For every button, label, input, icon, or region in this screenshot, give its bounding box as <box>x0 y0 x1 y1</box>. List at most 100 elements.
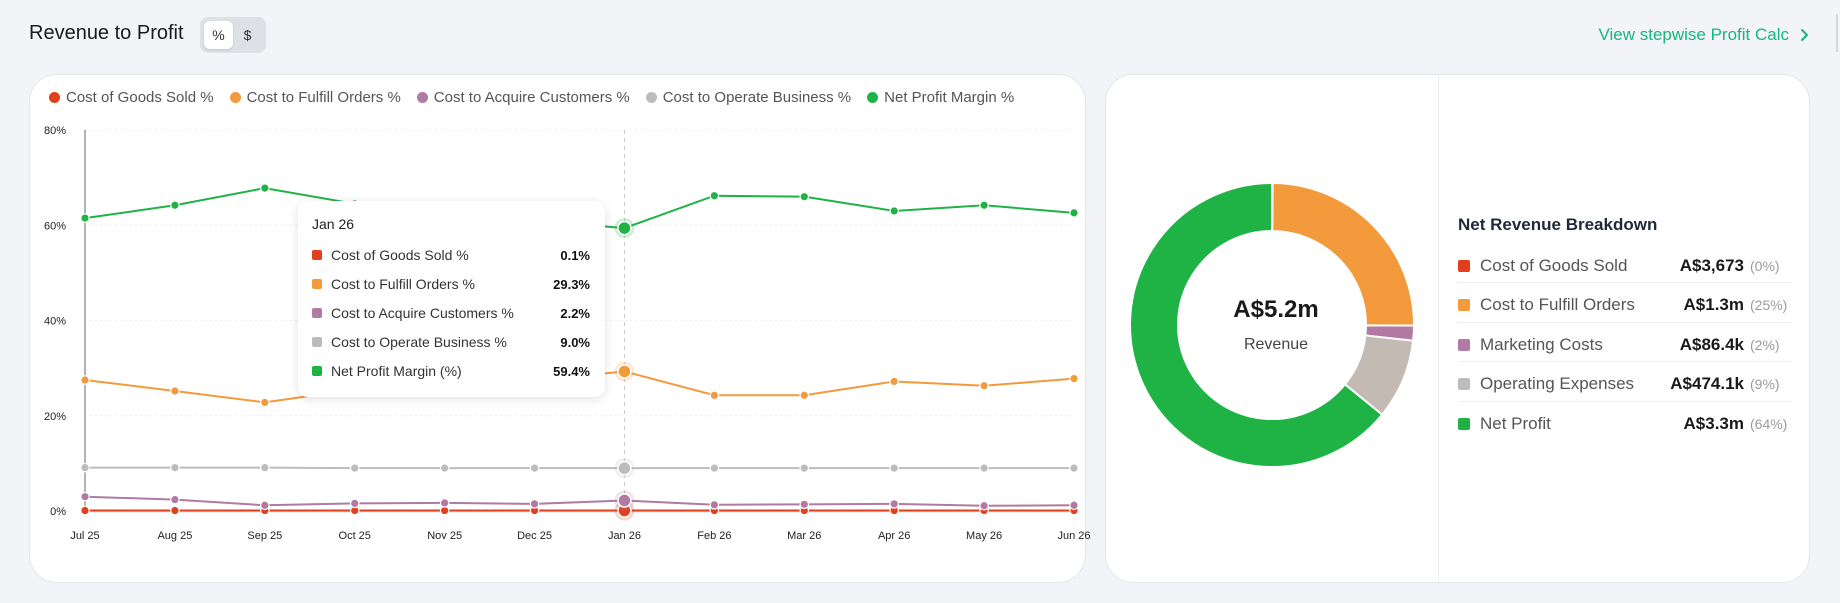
legend-item[interactable]: Cost to Operate Business % <box>645 89 852 106</box>
tooltip-swatch <box>312 366 322 376</box>
breakdown-percent: (9%) <box>1750 376 1780 392</box>
data-point[interactable] <box>260 397 270 408</box>
data-point-active[interactable] <box>617 460 632 476</box>
breakdown-row: Operating Expenses A$474.1k (9%) <box>1458 368 1792 402</box>
data-point[interactable] <box>799 390 810 401</box>
breakdown-swatch <box>1458 378 1470 390</box>
data-point[interactable] <box>709 190 720 201</box>
data-point[interactable] <box>80 375 90 385</box>
legend-dot <box>49 92 60 103</box>
legend-label: Net Profit Margin % <box>884 89 1015 106</box>
breakdown-swatch <box>1458 338 1470 351</box>
data-point-active[interactable] <box>617 364 632 379</box>
x-tick-label: Apr 26 <box>878 530 910 542</box>
data-point[interactable] <box>260 183 270 193</box>
data-point[interactable] <box>260 500 270 511</box>
breakdown-swatch <box>1458 418 1470 430</box>
tooltip-row: Net Profit Margin (%) 59.4% <box>312 361 590 381</box>
breakdown-percent: (64%) <box>1750 416 1788 432</box>
data-point[interactable] <box>260 462 270 473</box>
data-point[interactable] <box>709 390 720 401</box>
legend-item[interactable]: Net Profit Margin % <box>867 89 1014 106</box>
breakdown-amount: A$3,673 <box>1679 255 1744 275</box>
breakdown-amount: A$86.4k <box>1679 334 1744 354</box>
view-stepwise-profit-calc-link[interactable]: View stepwise Profit Calc <box>1598 25 1810 45</box>
tooltip-value: 9.0% <box>560 334 590 350</box>
chart-legend: Cost of Goods Sold % Cost to Fulfill Orde… <box>49 89 1014 106</box>
data-point[interactable] <box>439 463 450 473</box>
tooltip-label: Cost to Operate Business % <box>331 334 507 350</box>
data-point[interactable] <box>979 500 989 511</box>
data-point[interactable] <box>1069 500 1079 511</box>
breakdown-label: Net Profit <box>1480 414 1551 433</box>
data-point[interactable] <box>889 463 899 473</box>
data-point[interactable] <box>799 463 810 473</box>
breakdown-title: Net Revenue Breakdown <box>1458 215 1658 234</box>
data-point[interactable] <box>80 462 90 473</box>
series-line[interactable] <box>84 495 1075 507</box>
card-divider <box>1438 75 1439 582</box>
tooltip-value: 59.4% <box>553 363 590 379</box>
unit-toggle[interactable]: % $ <box>200 17 266 53</box>
data-point[interactable] <box>170 200 180 211</box>
data-point[interactable] <box>80 505 90 516</box>
data-point[interactable] <box>889 499 899 509</box>
data-point[interactable] <box>979 463 989 473</box>
breakdown-swatch <box>1458 259 1470 272</box>
legend-label: Cost to Operate Business % <box>662 89 852 106</box>
chevron-right-icon <box>1801 29 1808 41</box>
data-point[interactable] <box>979 200 989 211</box>
data-point[interactable] <box>529 499 540 509</box>
tooltip-row: Cost to Operate Business % 9.0% <box>312 332 590 352</box>
toggle-percent-option[interactable]: % <box>204 21 233 49</box>
breakdown-label: Cost to Fulfill Orders <box>1480 295 1635 314</box>
data-point[interactable] <box>709 500 720 510</box>
data-point[interactable] <box>799 191 810 202</box>
x-tick-label: Sep 25 <box>247 530 282 542</box>
data-point[interactable] <box>439 498 450 508</box>
breakdown-row: Net Profit A$3.3m (64%) <box>1458 407 1792 441</box>
data-point[interactable] <box>349 498 360 509</box>
toggle-dollar-option[interactable]: $ <box>243 27 252 43</box>
tooltip-label: Cost to Acquire Customers % <box>331 305 514 321</box>
y-tick-label: 20% <box>44 411 66 423</box>
data-point[interactable] <box>799 499 810 510</box>
tooltip-date: Jan 26 <box>312 216 355 232</box>
tooltip-label: Cost to Fulfill Orders % <box>331 276 475 292</box>
data-point[interactable] <box>349 463 360 473</box>
link-label: View stepwise Profit Calc <box>1598 25 1789 44</box>
legend-item[interactable]: Cost to Fulfill Orders % <box>229 89 401 106</box>
scrollbar[interactable] <box>1836 14 1838 52</box>
tooltip-row: Cost to Fulfill Orders % 29.3% <box>312 274 590 294</box>
data-point[interactable] <box>1069 373 1079 384</box>
x-tick-label: Feb 26 <box>697 530 731 542</box>
data-point[interactable] <box>889 206 899 216</box>
breakdown-label: Cost of Goods Sold <box>1480 255 1628 275</box>
legend-label: Cost of Goods Sold % <box>66 89 214 106</box>
breakdown-label: Operating Expenses <box>1480 374 1635 393</box>
data-point[interactable] <box>170 505 180 516</box>
data-point[interactable] <box>170 494 180 505</box>
data-point[interactable] <box>1069 463 1079 473</box>
data-point[interactable] <box>709 463 720 473</box>
legend-item[interactable]: Cost of Goods Sold % <box>49 89 214 106</box>
tooltip-value: 0.1% <box>560 247 590 263</box>
legend-label: Cost to Acquire Customers % <box>433 89 630 106</box>
breakdown-row: Cost to Fulfill Orders A$1.3m (25%) <box>1458 289 1792 323</box>
data-point[interactable] <box>80 213 90 223</box>
data-point-active[interactable] <box>617 493 632 508</box>
data-point[interactable] <box>979 380 989 391</box>
data-point[interactable] <box>529 463 540 473</box>
tooltip-value: 2.2% <box>560 305 590 321</box>
data-point[interactable] <box>889 376 899 387</box>
data-point-active[interactable] <box>617 220 632 236</box>
data-point[interactable] <box>170 462 180 473</box>
data-point[interactable] <box>80 491 90 502</box>
tooltip-row: Cost to Acquire Customers % 2.2% <box>312 303 590 323</box>
data-point[interactable] <box>1069 208 1079 218</box>
chart-tooltip: Jan 26 Cost of Goods Sold % 0.1% Cost to F… <box>298 201 605 397</box>
legend-item[interactable]: Cost to Acquire Customers % <box>416 89 630 106</box>
y-tick-label: 60% <box>44 220 66 232</box>
data-point[interactable] <box>170 386 180 396</box>
legend-label: Cost to Fulfill Orders % <box>246 89 401 106</box>
